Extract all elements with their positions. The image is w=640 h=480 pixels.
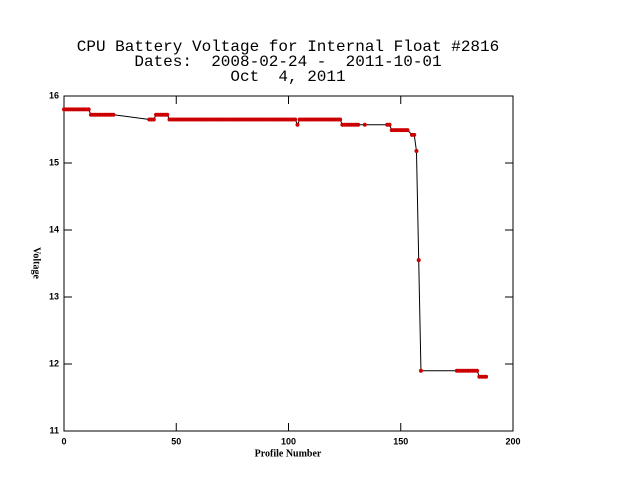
data-point [412, 132, 417, 137]
data-point [387, 122, 392, 127]
chart-title: CPU Battery Voltage for Internal Float #… [77, 38, 499, 56]
y-axis-label: Voltage [31, 247, 42, 279]
y-tick-label: 13 [49, 291, 59, 301]
y-tick-label: 12 [49, 358, 59, 368]
x-tick-label: 100 [281, 436, 296, 446]
data-point [111, 112, 116, 117]
data-point [293, 117, 298, 122]
chart-date: Oct 4, 2011 [230, 68, 345, 86]
data-point [151, 117, 156, 122]
data-point [418, 368, 423, 373]
data-point [414, 148, 419, 153]
x-tick-label: 150 [393, 436, 408, 446]
data-point [86, 107, 91, 112]
data-point [416, 258, 421, 263]
data-point [475, 368, 480, 373]
y-tick-label: 14 [49, 224, 59, 234]
x-tick-label: 50 [171, 436, 181, 446]
data-point [484, 374, 489, 379]
data-point [338, 117, 343, 122]
x-axis-label: Profile Number [255, 448, 322, 459]
chart-subtitle: Dates: 2008-02-24 - 2011-10-01 [134, 53, 441, 71]
x-tick-label: 200 [505, 436, 520, 446]
data-point [295, 122, 300, 127]
x-tick-label: 0 [61, 436, 66, 446]
data-point [362, 122, 367, 127]
y-tick-label: 11 [49, 425, 59, 435]
y-tick-label: 15 [49, 157, 59, 167]
data-point [165, 112, 170, 117]
data-point [356, 122, 361, 127]
data-point [405, 128, 410, 133]
y-tick-label: 16 [49, 90, 59, 100]
